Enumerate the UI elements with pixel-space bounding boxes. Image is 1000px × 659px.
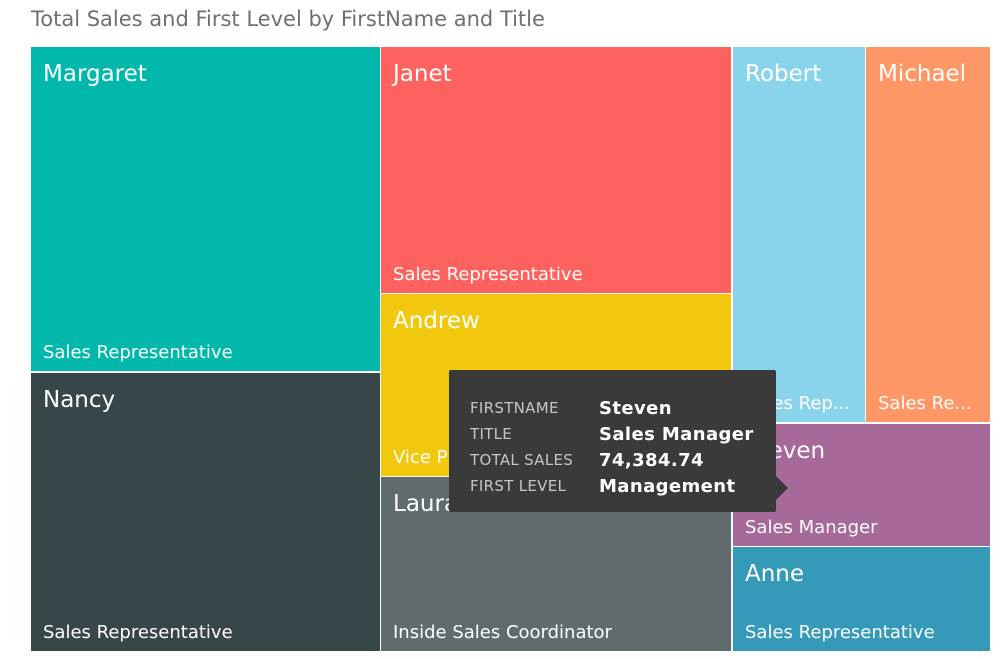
tooltip-value: 74,384.74 <box>599 449 704 471</box>
tooltip-value: Steven <box>599 397 672 419</box>
tile-name: Michael <box>878 61 967 87</box>
tile-name: Robert <box>745 61 822 87</box>
tooltip-key: FIRSTNAME <box>470 399 559 417</box>
tooltip-row-firstname: FIRSTNAME Steven <box>470 395 756 421</box>
tile-michael[interactable]: Michael Sales Re... <box>866 47 990 422</box>
tile-robert[interactable]: Robert Sales Rep... <box>733 47 865 422</box>
tooltip-value: Sales Manager <box>599 423 754 445</box>
tile-janet[interactable]: Janet Sales Representative <box>381 47 731 293</box>
tile-name: Andrew <box>393 308 480 334</box>
tooltip-value: Management <box>599 475 736 497</box>
tile-nancy[interactable]: Nancy Sales Representative <box>31 373 380 651</box>
tooltip: FIRSTNAME Steven TITLE Sales Manager TOT… <box>449 370 788 512</box>
tile-title: Sales Representative <box>393 264 583 285</box>
tooltip-pointer <box>776 476 788 500</box>
tooltip-row-total-sales: TOTAL SALES 74,384.74 <box>470 447 756 473</box>
tile-title: Sales Representative <box>43 622 233 643</box>
tile-name: Janet <box>393 61 452 87</box>
tile-anne[interactable]: Anne Sales Representative <box>733 547 990 651</box>
tile-name: Anne <box>745 561 805 587</box>
tile-title: Vice P <box>393 447 448 468</box>
tile-name: Nancy <box>43 387 116 413</box>
tile-name: Margaret <box>43 61 147 87</box>
tooltip-row-first-level: FIRST LEVEL Management <box>470 473 756 499</box>
tooltip-key: TITLE <box>470 425 513 443</box>
tile-name: Laura <box>393 491 459 517</box>
tooltip-key: FIRST LEVEL <box>470 477 567 495</box>
tile-title: Inside Sales Coordinator <box>393 622 612 643</box>
tile-title: Sales Representative <box>43 342 233 363</box>
tooltip-key: TOTAL SALES <box>470 451 574 469</box>
tile-margaret[interactable]: Margaret Sales Representative <box>31 47 380 371</box>
tile-title: Sales Representative <box>745 622 935 643</box>
tile-title: Sales Re... <box>878 393 972 414</box>
tooltip-row-title: TITLE Sales Manager <box>470 421 756 447</box>
chart-title: Total Sales and First Level by FirstName… <box>31 7 545 31</box>
tile-title: Sales Manager <box>745 517 878 538</box>
